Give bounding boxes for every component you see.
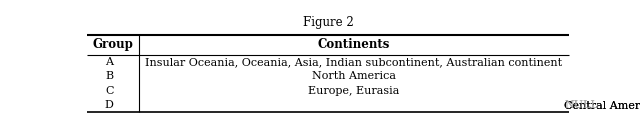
Text: C: C (105, 86, 113, 95)
Text: Insular Oceania, Oceania, Asia, Indian subcontinent, Australian continent: Insular Oceania, Oceania, Asia, Indian s… (145, 57, 562, 67)
Text: B: B (105, 71, 113, 81)
Text: Central America, Afro-Eurasia, South America, Africa, Caribbean, Americas,: Central America, Afro-Eurasia, South Ame… (564, 100, 640, 110)
Text: Central America, Afro-Eurasia, South America, Africa, Caribbean, Americas,: Central America, Afro-Eurasia, South Ame… (564, 100, 640, 110)
Text: Group: Group (93, 38, 133, 51)
Text: Europe, Eurasia: Europe, Eurasia (308, 86, 399, 95)
Text: NULL: NULL (564, 100, 598, 110)
Text: Figure 2: Figure 2 (303, 16, 353, 29)
Text: Continents: Continents (317, 38, 390, 51)
Text: Central America, Afro-Eurasia, South America, Africa, Caribbean, Americas, NULL: Central America, Afro-Eurasia, South Ame… (119, 100, 588, 110)
Text: North America: North America (312, 71, 396, 81)
Text: D: D (105, 100, 114, 110)
Text: A: A (105, 57, 113, 67)
Text: NULL: NULL (564, 100, 598, 110)
